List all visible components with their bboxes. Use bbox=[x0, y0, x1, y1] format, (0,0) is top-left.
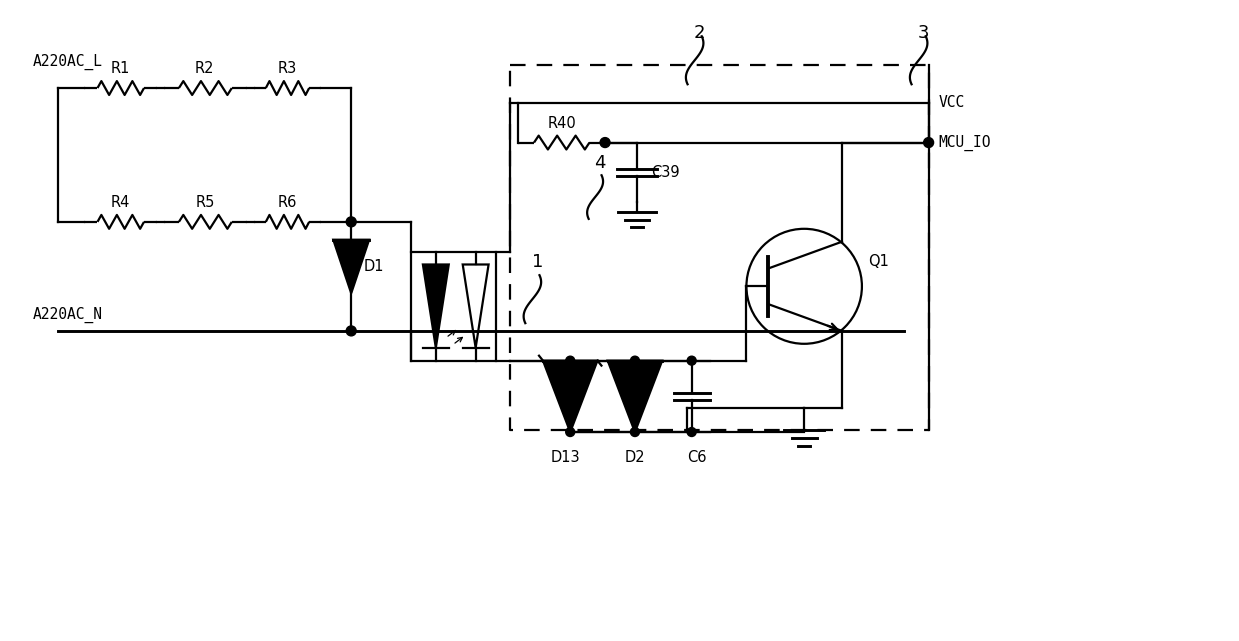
Circle shape bbox=[631, 428, 639, 437]
Text: C6: C6 bbox=[686, 450, 706, 465]
Text: A220AC_N: A220AC_N bbox=[32, 307, 103, 323]
Circle shape bbox=[566, 428, 575, 437]
Circle shape bbox=[600, 138, 610, 147]
Text: 3: 3 bbox=[918, 24, 929, 42]
Circle shape bbox=[346, 326, 356, 336]
Text: R5: R5 bbox=[196, 195, 214, 210]
Polygon shape bbox=[543, 361, 597, 432]
Text: Q1: Q1 bbox=[867, 254, 888, 269]
Text: MCU_IO: MCU_IO bbox=[939, 135, 991, 151]
Polygon shape bbox=[422, 265, 449, 348]
Polygon shape bbox=[333, 240, 369, 293]
Text: C39: C39 bbox=[650, 165, 679, 179]
Text: R40: R40 bbox=[548, 115, 576, 131]
Text: D13: D13 bbox=[550, 450, 580, 465]
Bar bbox=[411, 252, 496, 361]
Circle shape bbox=[566, 356, 575, 365]
Circle shape bbox=[631, 356, 639, 365]
Text: 4: 4 bbox=[595, 154, 606, 172]
Text: 1: 1 bbox=[532, 253, 543, 271]
Circle shape bbox=[688, 428, 696, 437]
Text: D2: D2 bbox=[624, 450, 646, 465]
Circle shape bbox=[923, 138, 933, 147]
Text: R3: R3 bbox=[278, 61, 297, 76]
Polygon shape bbox=[607, 361, 662, 432]
Text: R6: R6 bbox=[278, 195, 297, 210]
Text: A220AC_L: A220AC_L bbox=[32, 54, 103, 70]
Text: R1: R1 bbox=[110, 61, 130, 76]
Text: VCC: VCC bbox=[939, 96, 965, 110]
Circle shape bbox=[688, 356, 696, 365]
Circle shape bbox=[346, 217, 356, 227]
Text: R2: R2 bbox=[195, 61, 214, 76]
Polygon shape bbox=[462, 265, 488, 348]
Text: R4: R4 bbox=[110, 195, 130, 210]
Text: 2: 2 bbox=[694, 24, 705, 42]
Text: D1: D1 bbox=[363, 259, 384, 274]
